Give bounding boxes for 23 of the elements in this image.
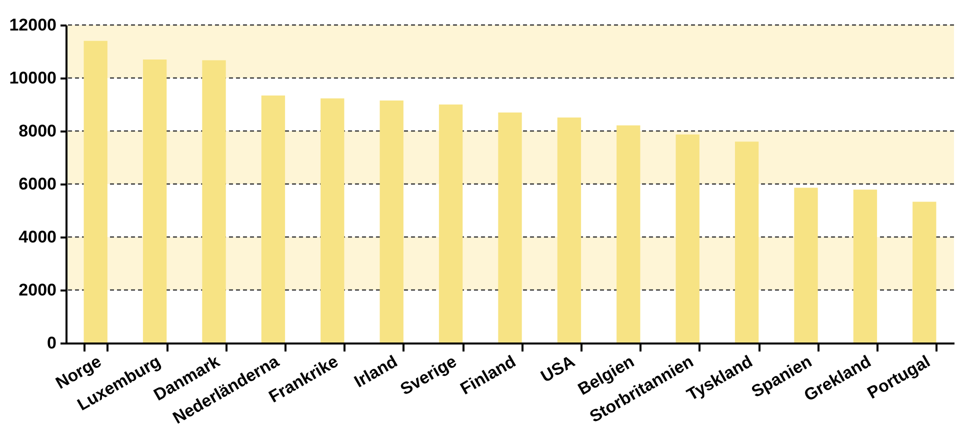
bar xyxy=(912,202,936,343)
bar xyxy=(438,104,463,343)
y-tick-label: 10000 xyxy=(9,68,56,88)
bar xyxy=(261,95,286,343)
bar xyxy=(557,117,582,343)
y-tick-label: 6000 xyxy=(18,174,56,194)
y-tick-label: 2000 xyxy=(18,280,56,300)
y-tick-label: 0 xyxy=(47,334,56,352)
bar xyxy=(616,125,640,343)
bar xyxy=(676,134,700,343)
bar xyxy=(84,40,108,343)
x-tick-label: USA xyxy=(538,352,578,386)
y-tick-label: 4000 xyxy=(18,228,56,246)
bar xyxy=(320,98,344,343)
bar xyxy=(794,188,818,343)
bar xyxy=(498,112,522,343)
y-tick-label: 12000 xyxy=(9,16,56,34)
bar xyxy=(853,190,878,343)
bar xyxy=(380,100,404,343)
bar xyxy=(202,60,226,343)
y-tick-label: 8000 xyxy=(18,122,56,140)
bar xyxy=(142,59,167,343)
bar xyxy=(734,142,759,343)
